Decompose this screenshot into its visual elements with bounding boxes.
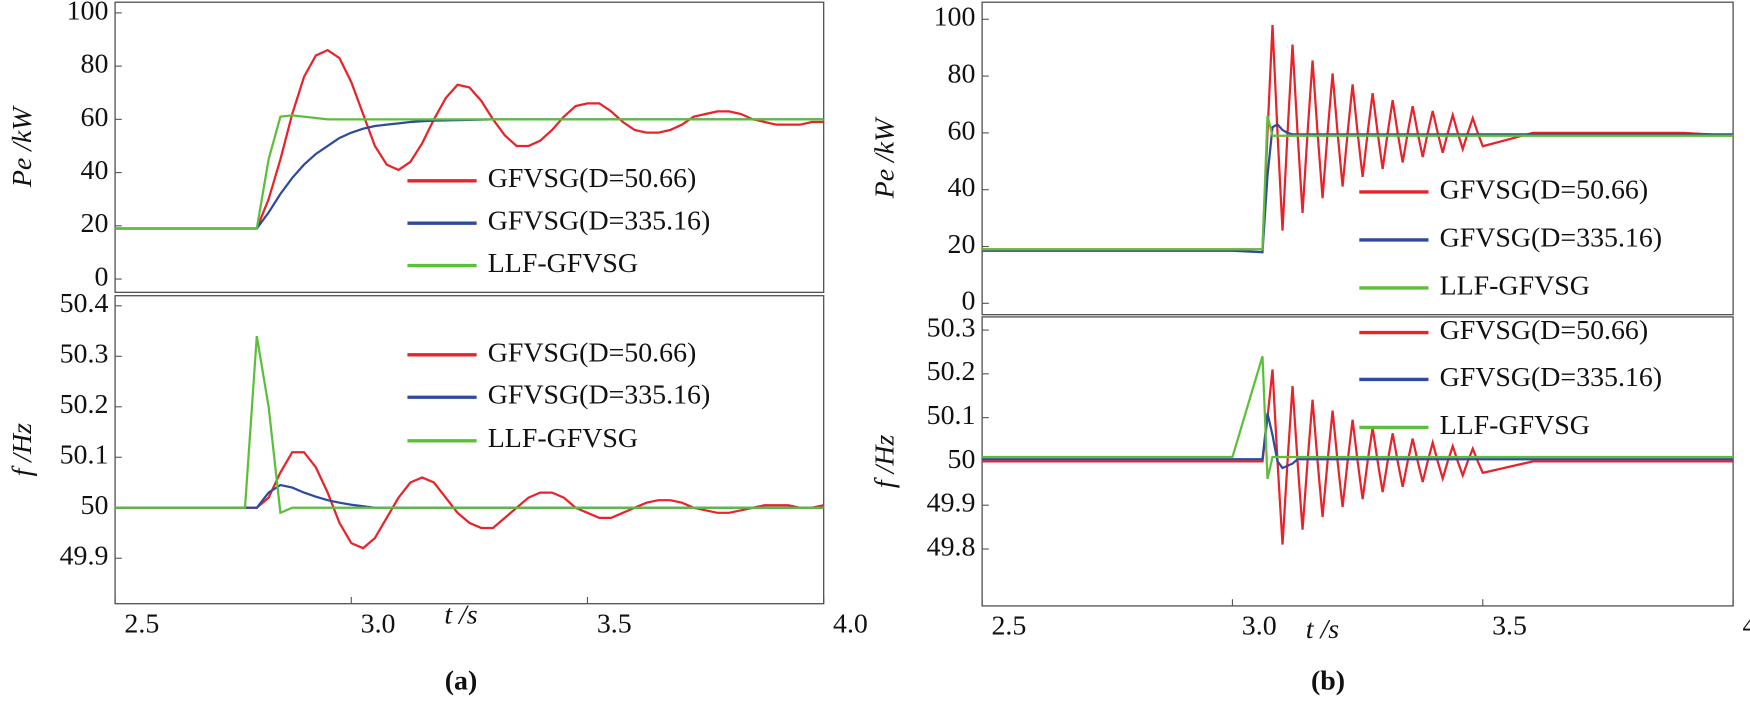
axes-box xyxy=(114,295,825,605)
axes-box xyxy=(981,1,1734,316)
legend-label: GFVSG(D=335.16) xyxy=(1440,222,1662,253)
legend-label: GFVSG(D=50.66) xyxy=(488,337,697,368)
y-tick-label: 49.9 xyxy=(927,488,976,519)
y-tick-label: 20 xyxy=(948,229,976,260)
x-axis-label: t /s xyxy=(1306,614,1339,645)
y-tick-label: 80 xyxy=(81,49,109,80)
y-tick-label: 80 xyxy=(948,58,976,89)
y-tick-label: 50.2 xyxy=(60,389,109,420)
y-tick-label: 40 xyxy=(948,172,976,203)
y-tick-label: 50 xyxy=(948,444,976,475)
x-tick-label: 3.0 xyxy=(1242,611,1277,642)
x-tick-label: 4.0 xyxy=(1742,611,1750,642)
y-axis-label: Pe /kW xyxy=(7,105,38,188)
legend-label: GFVSG(D=50.66) xyxy=(1440,174,1649,205)
y-tick-label: 50.1 xyxy=(927,400,976,431)
data-line xyxy=(982,122,1734,254)
x-tick-label: 2.5 xyxy=(991,611,1026,642)
legend-label: LLF-GFVSG xyxy=(1440,410,1590,441)
y-axis-label: f /Hz xyxy=(870,435,901,489)
data-line xyxy=(115,114,824,230)
y-tick-label: 40 xyxy=(81,155,109,186)
data-line xyxy=(982,115,1734,251)
legend-label: GFVSG(D=335.16) xyxy=(1440,362,1662,393)
y-tick-label: 100 xyxy=(934,2,976,33)
panel-caption: (a) xyxy=(445,665,478,696)
legend-label: GFVSG(D=335.16) xyxy=(488,380,710,411)
data-line xyxy=(115,335,824,515)
y-tick-label: 60 xyxy=(81,102,109,133)
data-line xyxy=(115,451,824,550)
y-tick-label: 50.3 xyxy=(927,312,976,343)
y-tick-label: 50 xyxy=(81,490,109,521)
data-line xyxy=(982,356,1734,480)
y-tick-label: 20 xyxy=(81,208,109,239)
x-tick-label: 3.5 xyxy=(1492,611,1527,642)
x-tick-label: 3.0 xyxy=(361,608,396,639)
y-tick-label: 49.8 xyxy=(927,531,976,562)
data-line xyxy=(115,48,824,230)
legend-label: LLF-GFVSG xyxy=(488,423,638,454)
y-tick-label: 0 xyxy=(94,261,108,292)
x-tick-label: 2.5 xyxy=(124,608,159,639)
y-tick-label: 0 xyxy=(961,286,975,317)
panel-caption: (b) xyxy=(1311,665,1345,696)
x-axis-label: t /s xyxy=(444,599,477,630)
y-tick-label: 50.3 xyxy=(60,339,109,370)
y-tick-label: 50.1 xyxy=(60,440,109,471)
x-tick-label: 3.5 xyxy=(597,608,632,639)
data-line xyxy=(115,483,824,509)
legend-label: LLF-GFVSG xyxy=(1440,270,1590,301)
legend-label: GFVSG(D=335.16) xyxy=(488,206,710,237)
y-tick-label: 60 xyxy=(948,115,976,146)
y-axis-label: f /Hz xyxy=(7,423,38,477)
y-axis-label: Pe /kW xyxy=(870,116,901,199)
data-line xyxy=(982,369,1734,545)
data-line xyxy=(115,118,824,230)
y-tick-label: 100 xyxy=(67,0,109,26)
legend-label: GFVSG(D=50.66) xyxy=(1440,315,1649,346)
legend-label: LLF-GFVSG xyxy=(488,248,638,279)
axes-box xyxy=(114,1,825,294)
legend-label: GFVSG(D=50.66) xyxy=(488,163,697,194)
x-tick-label: 4.0 xyxy=(833,608,868,639)
y-tick-label: 49.9 xyxy=(60,541,109,572)
data-line xyxy=(982,24,1734,251)
y-tick-label: 50.4 xyxy=(60,288,109,319)
y-tick-label: 50.2 xyxy=(927,356,976,387)
data-line xyxy=(982,412,1734,470)
